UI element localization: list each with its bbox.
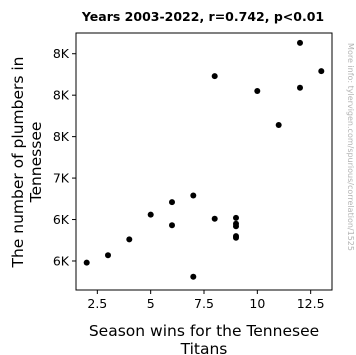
y-tick-label: 8K <box>53 46 70 61</box>
y-axis-label-line-2: Tennessee <box>27 122 45 204</box>
plot-frame <box>75 32 333 291</box>
data-point <box>297 39 303 46</box>
data-point <box>297 84 303 91</box>
data-point <box>275 122 282 128</box>
data-point <box>83 259 90 266</box>
data-point <box>190 192 197 199</box>
y-tick-label: 8K <box>53 129 70 144</box>
data-point <box>211 73 218 80</box>
data-point <box>211 215 218 222</box>
data-points <box>83 39 325 280</box>
data-point <box>126 236 133 243</box>
data-point <box>190 273 197 280</box>
y-axis-label-line-1: The number of plumbers in <box>9 57 27 269</box>
data-point <box>169 199 175 206</box>
chart-title: Years 2003-2022, r=0.742, p<0.01 <box>81 9 324 24</box>
x-tick-label: 5 <box>147 296 155 311</box>
y-tick-label: 6K <box>53 212 70 227</box>
data-point <box>318 68 325 75</box>
x-tick-label: 7.5 <box>194 296 214 311</box>
data-point <box>233 220 239 227</box>
data-point <box>147 211 154 218</box>
watermark-text: More info: tylervigen.com/spurious/corre… <box>346 43 355 251</box>
y-tick-label: 8K <box>53 88 70 103</box>
x-tick-label: 12.5 <box>297 296 325 311</box>
data-point <box>254 88 261 94</box>
data-point <box>105 252 111 259</box>
x-tick-label: 2.5 <box>87 296 107 311</box>
y-tick-label: 7K <box>53 171 70 186</box>
data-point <box>233 214 239 221</box>
x-axis-label-line-2: Titans <box>180 340 228 355</box>
data-point <box>169 222 175 229</box>
y-axis-ticks: 6K 6K 7K 8K 8K 8K <box>53 46 76 268</box>
y-tick-label: 6K <box>53 253 70 268</box>
data-point <box>233 233 239 240</box>
x-axis-ticks: 2.5 5 7.5 10 12.5 <box>87 290 325 311</box>
x-axis-label-line-1: Season wins for the Tennesee <box>89 322 319 340</box>
x-tick-label: 10 <box>249 296 265 311</box>
